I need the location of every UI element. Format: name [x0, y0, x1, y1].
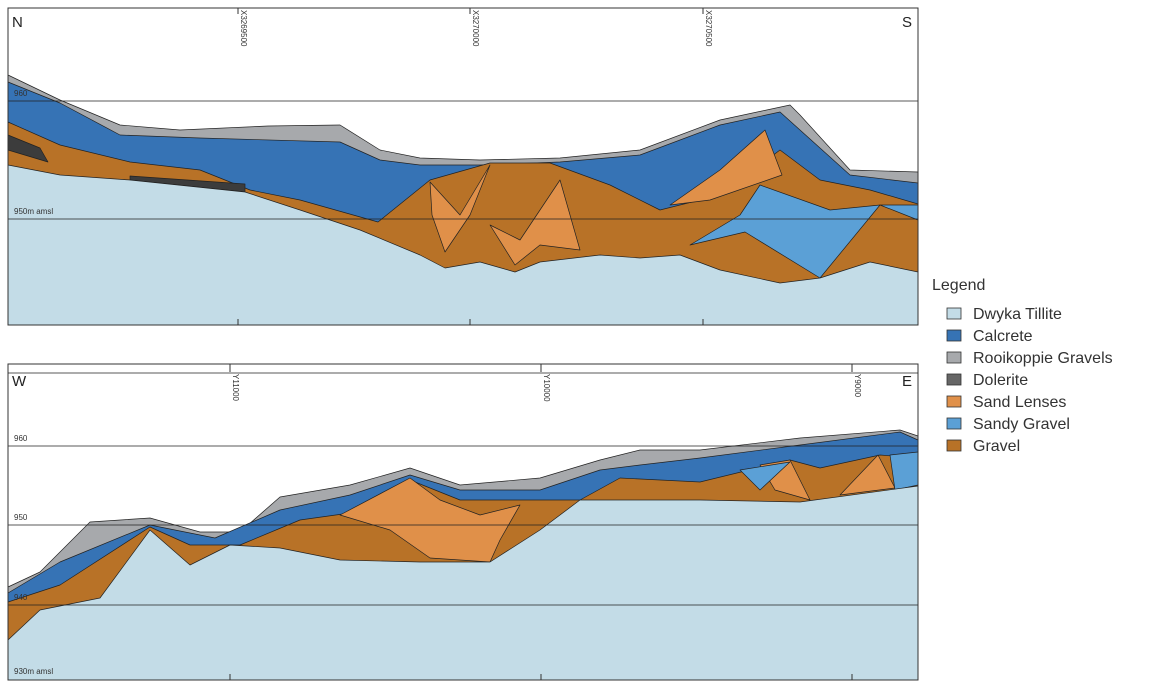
elevation-label: 940: [14, 593, 28, 602]
section-north-south: N S X3269500 X3270000 X3270500 960 950m …: [8, 8, 918, 325]
direction-label: W: [12, 373, 27, 390]
legend-item: Dolerite: [973, 372, 1028, 389]
grid-label: Y10000: [542, 374, 551, 402]
legend-swatch: [947, 396, 961, 407]
section-west-east: W E Y11000 Y10000 Y9000 960 950 940 930m…: [8, 364, 918, 680]
elevation-label: 930m amsl: [14, 667, 53, 676]
elevation-label: 960: [14, 89, 28, 98]
grid-label: X3270000: [471, 10, 480, 47]
legend-item: Rooikoppie Gravels: [973, 350, 1113, 367]
legend: Legend Dwyka Tillite Calcrete Rooikoppie…: [932, 277, 1113, 455]
legend-swatch: [947, 440, 961, 451]
legend-item: Sand Lenses: [973, 394, 1066, 411]
legend-swatch: [947, 418, 961, 429]
legend-title: Legend: [932, 277, 985, 294]
direction-label: N: [12, 14, 23, 31]
legend-swatch: [947, 308, 961, 319]
legend-item: Dwyka Tillite: [973, 306, 1062, 323]
legend-swatch: [947, 352, 961, 363]
elevation-label: 960: [14, 434, 28, 443]
elevation-label: 950: [14, 513, 28, 522]
legend-swatch: [947, 330, 961, 341]
cross-sections: N S X3269500 X3270000 X3270500 960 950m …: [0, 0, 1166, 683]
direction-label: S: [902, 14, 912, 31]
direction-label: E: [902, 373, 912, 390]
legend-item: Gravel: [973, 438, 1020, 455]
grid-label: Y9000: [853, 374, 862, 398]
grid-label: X3269500: [239, 10, 248, 47]
legend-item: Calcrete: [973, 328, 1033, 345]
legend-item: Sandy Gravel: [973, 416, 1070, 433]
legend-swatch: [947, 374, 961, 385]
grid-label: X3270500: [704, 10, 713, 47]
elevation-label: 950m amsl: [14, 207, 53, 216]
grid-label: Y11000: [231, 374, 240, 402]
sandy-gravel: [890, 452, 918, 490]
